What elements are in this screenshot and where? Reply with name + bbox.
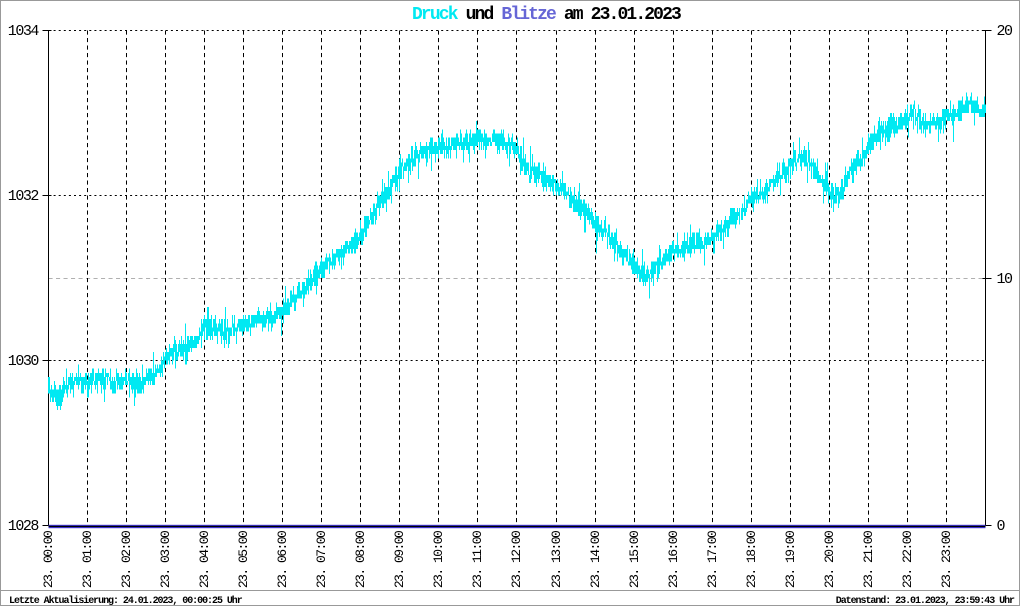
- svg-text:1028: 1028: [8, 518, 40, 535]
- svg-text:23. 19:00: 23. 19:00: [783, 531, 798, 588]
- svg-text:23. 07:00: 23. 07:00: [314, 531, 329, 588]
- svg-text:23. 13:00: 23. 13:00: [549, 531, 564, 588]
- svg-text:23. 20:00: 23. 20:00: [822, 531, 837, 588]
- svg-text:1032: 1032: [8, 188, 39, 205]
- svg-text:Letzte Aktualisierung: 24.01.2: Letzte Aktualisierung: 24.01.2023, 00:00…: [9, 595, 243, 606]
- svg-text:0: 0: [997, 518, 1006, 535]
- svg-text:23. 04:00: 23. 04:00: [197, 531, 212, 588]
- svg-text:23. 12:00: 23. 12:00: [509, 531, 524, 588]
- svg-text:10: 10: [997, 271, 1014, 288]
- svg-text:Druck und Blitze am 23.01.2023: Druck und Blitze am 23.01.2023: [412, 5, 681, 25]
- svg-text:23. 21:00: 23. 21:00: [861, 531, 876, 588]
- svg-text:23. 14:00: 23. 14:00: [588, 531, 603, 588]
- svg-text:23. 05:00: 23. 05:00: [236, 531, 251, 588]
- svg-text:Datenstand: 23.01.2023, 23:59:: Datenstand: 23.01.2023, 23:59:43 Uhr: [836, 595, 1015, 606]
- svg-text:23. 00:00: 23. 00:00: [41, 531, 56, 588]
- svg-text:1030: 1030: [8, 353, 40, 370]
- svg-text:23. 01:00: 23. 01:00: [80, 531, 95, 588]
- svg-text:23. 03:00: 23. 03:00: [158, 531, 173, 588]
- svg-text:23. 23:00: 23. 23:00: [939, 531, 954, 588]
- svg-text:23. 09:00: 23. 09:00: [392, 531, 407, 588]
- svg-text:23. 11:00: 23. 11:00: [470, 531, 485, 588]
- svg-text:23. 18:00: 23. 18:00: [744, 531, 759, 588]
- svg-text:23. 08:00: 23. 08:00: [353, 531, 368, 588]
- svg-text:23. 06:00: 23. 06:00: [275, 531, 290, 588]
- svg-text:23. 16:00: 23. 16:00: [666, 531, 681, 588]
- svg-text:20: 20: [997, 23, 1014, 40]
- svg-text:1034: 1034: [8, 23, 40, 40]
- svg-text:23. 15:00: 23. 15:00: [627, 531, 642, 588]
- svg-text:23. 17:00: 23. 17:00: [705, 531, 720, 588]
- svg-text:23. 10:00: 23. 10:00: [431, 531, 446, 588]
- svg-text:23. 22:00: 23. 22:00: [900, 531, 915, 588]
- svg-text:23. 02:00: 23. 02:00: [119, 531, 134, 588]
